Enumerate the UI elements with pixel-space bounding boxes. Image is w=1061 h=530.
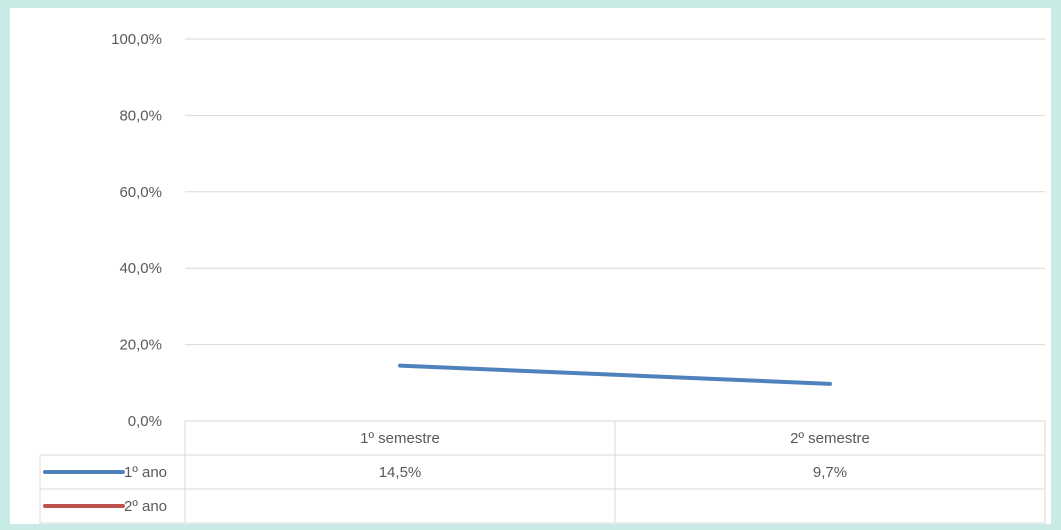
line-chart: 0,0% 20,0% 40,0% 60,0% 80,0% 100,0% 1º semest… — [39, 31, 1046, 524]
series-line — [398, 363, 832, 386]
y-tick-label: 0,0% — [128, 413, 162, 430]
series-lines — [398, 363, 832, 386]
chart-frame: 0,0% 20,0% 40,0% 60,0% 80,0% 100,0% 1º semest… — [10, 8, 1051, 524]
category-label: 2º semestre — [790, 430, 870, 447]
legend-label: 2º ano — [124, 498, 167, 515]
legend-label: 1º ano — [124, 464, 167, 481]
y-tick-label: 40,0% — [119, 260, 162, 277]
y-axis-ticks: 0,0% 20,0% 40,0% 60,0% 80,0% 100,0% — [111, 31, 162, 430]
data-label: 14,5% — [379, 464, 422, 481]
data-table: 1º semestre 2º semestre 1º ano 14,5% 9,7% 2º … — [39, 420, 1046, 524]
y-tick-label: 20,0% — [119, 337, 162, 354]
y-tick-label: 100,0% — [111, 31, 162, 48]
gridlines — [185, 38, 1045, 346]
data-label: 9,7% — [813, 464, 847, 481]
y-tick-label: 60,0% — [119, 184, 162, 201]
category-label: 1º semestre — [360, 430, 440, 447]
y-tick-label: 80,0% — [119, 107, 162, 124]
